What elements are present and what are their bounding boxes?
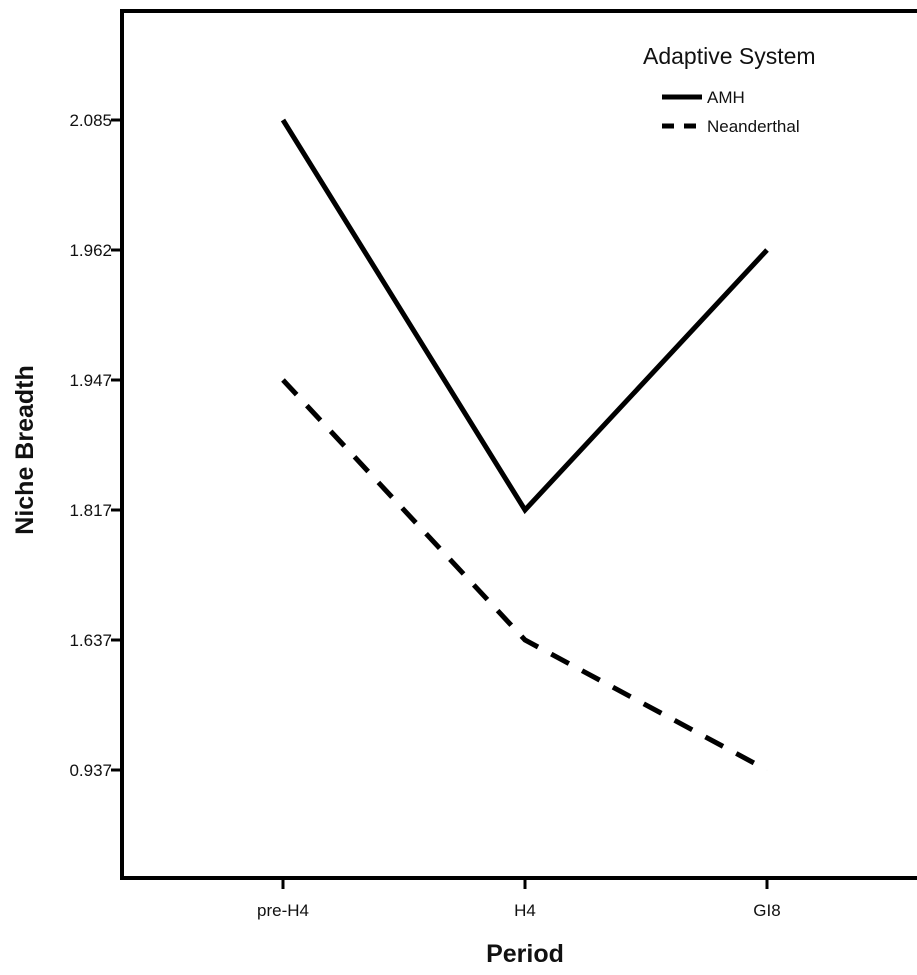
- y-tick-label: 1.817: [69, 501, 112, 520]
- series-layer: [280, 118, 769, 773]
- legend-label-neanderthal: Neanderthal: [707, 117, 800, 136]
- legend-title: Adaptive System: [643, 43, 816, 69]
- y-tick-label: 1.947: [69, 371, 112, 390]
- series-line-amh: [280, 118, 769, 515]
- y-axis-title: Niche Breadth: [11, 365, 39, 534]
- x-axis-title: Period: [486, 940, 564, 968]
- series-line-neanderthal: [281, 378, 769, 773]
- y-tick-label: 0.937: [69, 761, 112, 780]
- legend: Adaptive System AMH Neanderthal: [643, 43, 816, 136]
- x-axis: pre-H4 H4 GI8: [257, 878, 781, 920]
- y-tick-label: 1.962: [69, 241, 112, 260]
- x-tick-label: GI8: [753, 901, 780, 920]
- legend-label-amh: AMH: [707, 88, 745, 107]
- y-tick-label: 1.637: [69, 631, 112, 650]
- y-axis: 0.937 1.637 1.817 1.947 1.962 2.085: [69, 111, 122, 780]
- x-tick-label: H4: [514, 901, 536, 920]
- plot-frame: [120, 9, 917, 880]
- x-tick-label: pre-H4: [257, 901, 309, 920]
- y-tick-label: 2.085: [69, 111, 112, 130]
